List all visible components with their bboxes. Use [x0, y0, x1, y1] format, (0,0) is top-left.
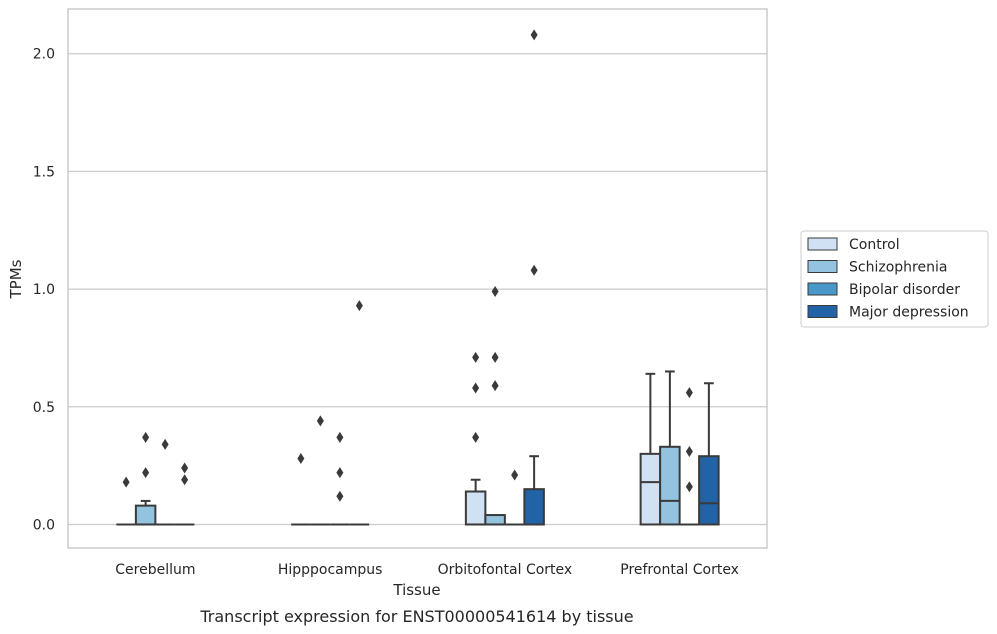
box-1-3	[659, 370, 681, 526]
x-axis-label: Tissue	[392, 581, 440, 599]
box-2-3	[679, 387, 700, 526]
outlier-point	[336, 431, 344, 443]
legend-swatch	[807, 237, 838, 251]
y-axis-label: TPMs	[7, 259, 25, 299]
legend-swatch	[807, 305, 838, 318]
box-0-1	[291, 453, 311, 526]
box-0-2	[464, 351, 487, 526]
box-body	[464, 490, 487, 526]
legend-frame	[800, 230, 989, 328]
outlier-point	[336, 490, 344, 502]
legend-label: Major depression	[849, 305, 969, 321]
outlier-point	[181, 462, 189, 474]
outlier-point	[530, 264, 538, 276]
box-body	[523, 488, 545, 526]
y-tick-label: 2.0	[33, 47, 55, 63]
x-tick-labels: Cerebellum Hipppocampus Orbitofontal Corte…	[115, 562, 739, 578]
box-3-1	[349, 300, 370, 526]
outlier-point	[122, 476, 130, 488]
legend-item: Schizophrenia	[807, 260, 947, 276]
x-tick-label: Hipppocampus	[278, 562, 383, 578]
plot-frame	[67, 8, 768, 549]
outlier-point	[161, 438, 169, 450]
outlier-point	[142, 431, 150, 443]
outlier-point	[472, 351, 480, 363]
y-tick-label: 1.5	[33, 164, 55, 180]
box-0-3	[639, 372, 662, 526]
box-layer	[116, 29, 720, 526]
outlier-point	[491, 380, 499, 392]
x-tick-label: Cerebellum	[115, 562, 195, 578]
chart-caption: Transcript expression for ENST0000054161…	[199, 607, 633, 626]
x-tick-label: Orbitofontal Cortex	[438, 562, 573, 578]
box-1-1	[310, 415, 331, 526]
outlier-point	[142, 467, 150, 479]
legend-swatch	[807, 260, 838, 273]
outlier-point	[316, 415, 324, 427]
box-2-1	[330, 431, 350, 526]
box-1-0	[134, 431, 157, 526]
y-tick-labels: 0.0 0.5 1.0 1.5 2.0	[33, 47, 55, 534]
outlier-point	[491, 285, 499, 297]
outlier-point	[491, 351, 499, 363]
box-1-2	[484, 285, 506, 526]
legend-item: Major depression	[807, 305, 969, 321]
legend-item: Bipolar disorder	[807, 282, 960, 298]
box-body	[639, 452, 662, 526]
legend-label: Schizophrenia	[849, 260, 947, 276]
outlier-point	[685, 445, 693, 457]
legend-label: Bipolar disorder	[849, 282, 960, 298]
outlier-point	[355, 300, 363, 312]
outlier-point	[336, 467, 344, 479]
outlier-point	[181, 474, 189, 486]
box-body	[484, 514, 506, 526]
outlier-point	[472, 431, 480, 443]
box-0-0	[116, 476, 136, 526]
box-3-3	[698, 382, 720, 526]
legend-swatch	[807, 282, 838, 296]
box-body	[659, 445, 681, 526]
outlier-point	[472, 382, 480, 394]
outlier-point	[297, 453, 305, 465]
legend-item: Control	[807, 237, 900, 253]
legend: Control Schizophrenia Bipolar disorder Majo…	[800, 230, 989, 328]
outlier-point	[685, 387, 693, 399]
box-body	[698, 455, 720, 526]
box-3-0	[174, 462, 195, 526]
box-2-2	[504, 469, 525, 526]
y-tick-label: 0.0	[33, 517, 55, 533]
box-3-2	[523, 29, 545, 526]
legend-label: Control	[849, 237, 900, 253]
y-tick-label: 0.5	[33, 400, 55, 416]
box-body	[134, 504, 157, 526]
x-tick-label: Prefrontal Cortex	[620, 562, 739, 578]
outlier-point	[530, 29, 538, 41]
y-tick-label: 1.0	[33, 282, 55, 298]
box-2-0	[155, 438, 175, 526]
outlier-point	[511, 469, 519, 481]
outlier-point	[685, 481, 693, 493]
